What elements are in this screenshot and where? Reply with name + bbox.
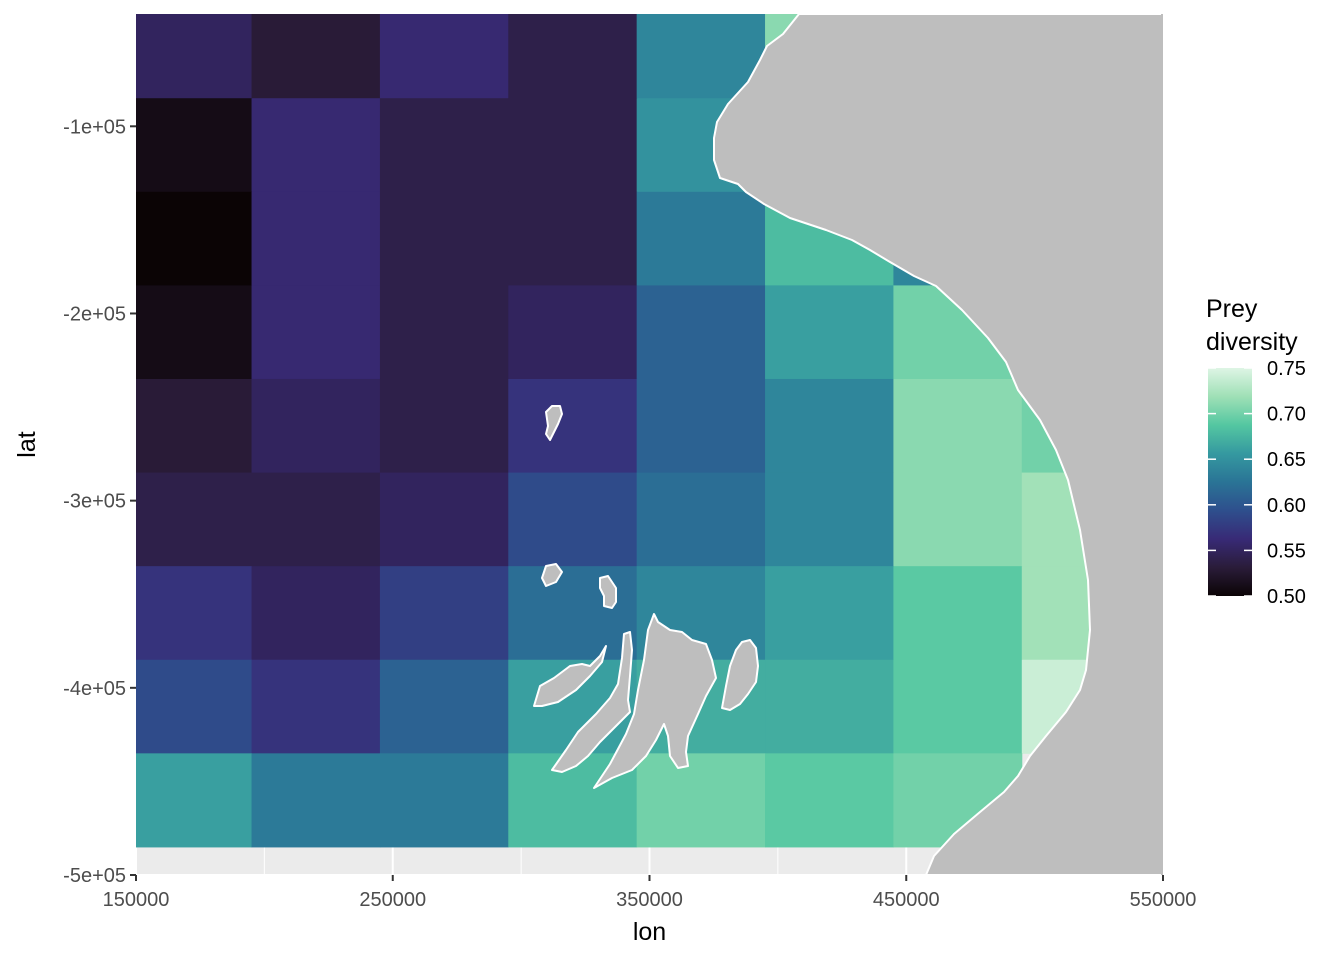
heatmap-cell — [508, 14, 638, 99]
heatmap-cell — [765, 472, 894, 567]
legend-title-line-2: diversity — [1206, 328, 1298, 356]
heatmap-cell — [765, 659, 894, 754]
heatmap-cell — [136, 191, 253, 286]
heatmap-cell — [636, 753, 766, 848]
island-shape — [545, 405, 563, 441]
island-shape — [541, 563, 563, 587]
legend-tick-label: 0.75 — [1267, 358, 1306, 380]
legend-title-line-1: Prey — [1206, 295, 1258, 323]
heatmap-cell — [251, 753, 381, 848]
x-tick-label: 350000 — [616, 889, 683, 911]
heatmap-cell — [636, 285, 766, 380]
x-tick-label: 150000 — [103, 889, 170, 911]
x-tick-label: 450000 — [873, 889, 940, 911]
heatmap-cell — [379, 285, 509, 380]
island-shape — [533, 645, 607, 707]
heatmap-cell — [765, 285, 894, 380]
heatmap-cell — [379, 472, 509, 567]
heatmap-cell — [765, 378, 894, 474]
heatmap-cell — [251, 191, 381, 286]
heatmap-cell — [251, 659, 381, 754]
heatmap-cell — [636, 378, 766, 474]
x-axis-title: lon — [633, 918, 666, 946]
island-shape — [721, 639, 759, 711]
x-tick-label: 550000 — [1130, 889, 1197, 911]
heatmap-cell — [136, 659, 253, 754]
heatmap-cell — [251, 472, 381, 567]
legend-tick-label: 0.55 — [1267, 540, 1306, 562]
heatmap-cell — [136, 753, 253, 848]
x-tick-label: 250000 — [359, 889, 426, 911]
heatmap-cell — [136, 472, 253, 567]
heatmap-cell — [136, 378, 253, 474]
legend: Prey diversity 0.50 0.55 0.60 0.65 0.70 0.75 — [1206, 295, 1306, 608]
legend-tick-label: 0.70 — [1267, 404, 1306, 426]
heatmap-cell — [508, 472, 638, 567]
heatmap-cell — [251, 14, 381, 99]
heatmap-cell — [765, 566, 894, 661]
heatmap-cell — [379, 378, 509, 474]
legend-tick-label: 0.65 — [1267, 449, 1306, 471]
heatmap-cell — [379, 753, 509, 848]
y-tick-label: -4e+05 — [63, 678, 126, 700]
heatmap-cell — [251, 98, 381, 193]
heatmap-cell — [893, 378, 1023, 474]
heatmap-cell — [893, 566, 1023, 661]
heatmap-cell — [508, 378, 638, 474]
heatmap-cell — [136, 98, 253, 193]
heatmap-cell — [893, 659, 1023, 754]
legend-tick-label: 0.60 — [1267, 495, 1306, 517]
y-tick-label: -1e+05 — [63, 116, 126, 138]
island-shape — [593, 613, 717, 789]
heatmap-cell — [508, 98, 638, 193]
heatmap-cell — [136, 285, 253, 380]
heatmap-cell — [765, 753, 894, 848]
panel-edge-cover — [1161, 14, 1163, 875]
y-tick-label: -2e+05 — [63, 303, 126, 325]
heatmap-cell — [379, 98, 509, 193]
heatmap-cell — [136, 566, 253, 661]
y-axis: -1e+05 -2e+05 -3e+05 -4e+05 -5e+05 — [63, 116, 136, 887]
legend-colorbar — [1208, 368, 1252, 596]
heatmap-cell — [379, 566, 509, 661]
y-axis-title: lat — [13, 431, 41, 457]
heatmap-cell — [379, 14, 509, 99]
heatmap-cell — [136, 14, 253, 99]
x-axis: 150000 250000 350000 450000 550000 — [103, 875, 1197, 911]
legend-ticks: 0.50 0.55 0.60 0.65 0.70 0.75 — [1208, 358, 1306, 608]
y-tick-label: -5e+05 — [63, 865, 126, 887]
island-shape — [599, 575, 617, 609]
mainland-shape — [713, 14, 1163, 875]
heatmap-cell — [508, 191, 638, 286]
heatmap-cell — [636, 191, 766, 286]
heatmap-cell — [379, 191, 509, 286]
heatmap-cell — [251, 378, 381, 474]
heatmap-cell — [508, 285, 638, 380]
heatmap-cell — [508, 566, 638, 661]
heatmap-cell — [379, 659, 509, 754]
heatmap-cell — [251, 285, 381, 380]
heatmap-cell — [636, 14, 766, 99]
y-tick-label: -3e+05 — [63, 491, 126, 513]
heatmap-cell — [893, 472, 1023, 567]
land-layer — [533, 14, 1163, 875]
island-shape — [551, 631, 633, 773]
legend-tick-label: 0.50 — [1267, 586, 1306, 608]
heatmap-cell — [636, 472, 766, 567]
heatmap-cell — [251, 566, 381, 661]
